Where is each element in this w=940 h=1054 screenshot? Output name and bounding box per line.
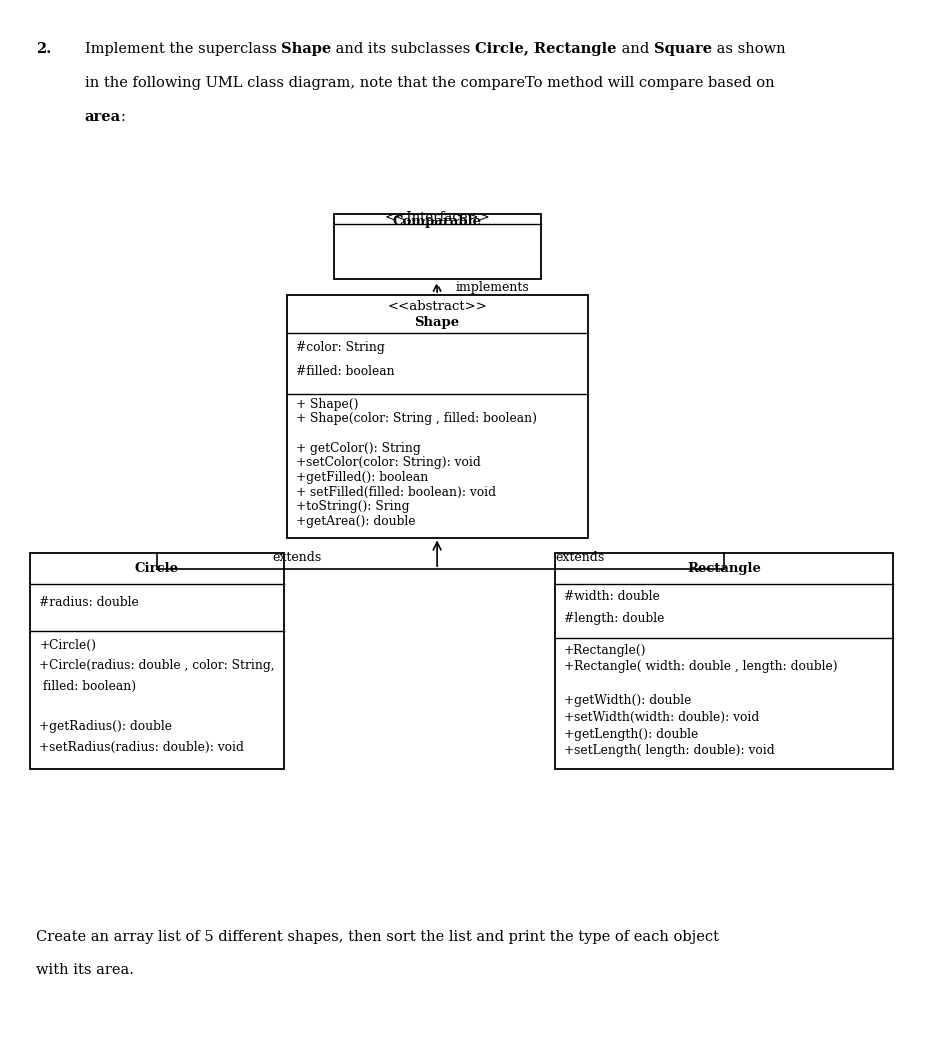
- Text: +Circle(): +Circle(): [39, 639, 97, 651]
- Text: +getLength(): double: +getLength(): double: [564, 727, 698, 741]
- Text: Shape: Shape: [281, 42, 332, 56]
- Text: +Circle(radius: double , color: String,: +Circle(radius: double , color: String,: [39, 659, 275, 672]
- Bar: [30, 553, 284, 769]
- Text: #color: String: #color: String: [296, 340, 384, 354]
- Text: #radius: double: #radius: double: [39, 597, 139, 609]
- Text: +setWidth(width: double): void: +setWidth(width: double): void: [564, 710, 760, 724]
- Text: #width: double: #width: double: [564, 590, 660, 603]
- Text: Create an array list of 5 different shapes, then sort the list and print the typ: Create an array list of 5 different shap…: [36, 930, 719, 943]
- Text: :: :: [120, 110, 126, 123]
- Text: #filled: boolean: #filled: boolean: [296, 366, 395, 378]
- Text: <<abstract>>: <<abstract>>: [387, 300, 487, 313]
- Text: +getWidth(): double: +getWidth(): double: [564, 694, 692, 707]
- Text: +setRadius(radius: double): void: +setRadius(radius: double): void: [39, 741, 244, 754]
- Text: Circle: Circle: [135, 562, 179, 575]
- Text: + Shape(color: String , filled: boolean): + Shape(color: String , filled: boolean): [296, 412, 537, 425]
- Text: extends: extends: [556, 551, 605, 564]
- Text: as shown: as shown: [712, 42, 785, 56]
- Text: Shape: Shape: [415, 316, 460, 329]
- Text: <<Interface>>: <<Interface>>: [384, 211, 490, 223]
- Text: #length: double: #length: double: [564, 612, 665, 625]
- Text: and: and: [617, 42, 653, 56]
- Text: +Rectangle( width: double , length: double): +Rectangle( width: double , length: doub…: [564, 661, 838, 674]
- Bar: [287, 295, 588, 538]
- Text: +toString(): Sring: +toString(): Sring: [296, 501, 410, 513]
- Text: +Rectangle(): +Rectangle(): [564, 644, 647, 657]
- Text: Comparable: Comparable: [393, 215, 481, 228]
- Bar: [334, 214, 540, 279]
- Text: and its subclasses: and its subclasses: [332, 42, 476, 56]
- Text: +getFilled(): boolean: +getFilled(): boolean: [296, 471, 429, 484]
- Text: +setLength( length: double): void: +setLength( length: double): void: [564, 744, 775, 758]
- Text: Implement the superclass: Implement the superclass: [85, 42, 281, 56]
- Text: Circle, Rectangle: Circle, Rectangle: [476, 42, 617, 56]
- Text: area: area: [85, 110, 120, 123]
- Text: extends: extends: [273, 551, 321, 564]
- Text: filled: boolean): filled: boolean): [39, 680, 136, 692]
- Text: with its area.: with its area.: [36, 963, 133, 977]
- Bar: [555, 553, 893, 769]
- Text: implements: implements: [456, 280, 529, 294]
- Text: 2.: 2.: [36, 42, 51, 56]
- Text: Rectangle: Rectangle: [687, 562, 760, 575]
- Text: Square: Square: [653, 42, 712, 56]
- Text: + setFilled(filled: boolean): void: + setFilled(filled: boolean): void: [296, 486, 496, 499]
- Text: in the following UML class diagram, note that the compareTo method will compare : in the following UML class diagram, note…: [85, 76, 775, 90]
- Text: +getArea(): double: +getArea(): double: [296, 515, 415, 528]
- Text: +setColor(color: String): void: +setColor(color: String): void: [296, 456, 481, 469]
- Text: + Shape(): + Shape(): [296, 397, 358, 411]
- Text: + getColor(): String: + getColor(): String: [296, 442, 421, 454]
- Text: +getRadius(): double: +getRadius(): double: [39, 720, 172, 734]
